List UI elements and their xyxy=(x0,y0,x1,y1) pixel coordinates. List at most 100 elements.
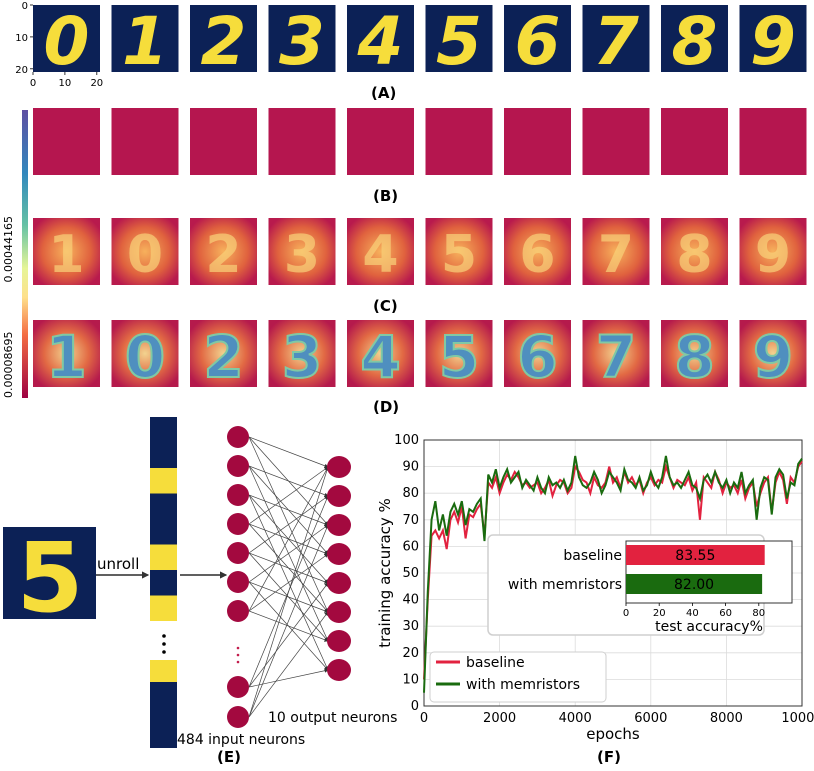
weight-digit-shape: 8 xyxy=(676,225,712,285)
inset-bar xyxy=(626,545,765,565)
output-neuron xyxy=(327,485,351,507)
weights-init-0 xyxy=(111,108,179,175)
input-neuron xyxy=(227,426,249,448)
input-neuron xyxy=(227,542,249,564)
panel-f-label: (F) xyxy=(597,748,621,766)
input-neuron xyxy=(227,513,249,535)
connection-edge xyxy=(248,524,329,583)
inset-x-tick: 60 xyxy=(719,608,732,619)
weights-trained-0: 0 xyxy=(111,218,179,285)
weight-digit-shape: 2 xyxy=(203,323,243,391)
weights-trained-7: 7 xyxy=(582,218,650,285)
weight-digit-shape: 5 xyxy=(441,225,477,285)
mnist-digit-4: 4 xyxy=(347,3,414,80)
y-tick-label: 60 xyxy=(402,539,419,554)
output-neuron xyxy=(327,572,351,594)
mnist-digit-3: 3 xyxy=(268,3,336,80)
weights-memristor-1: 1 xyxy=(33,320,100,392)
weights-trained-2: 2 xyxy=(190,218,257,285)
mnist-digit-glyph: 3 xyxy=(279,3,325,80)
y-tick-label: 0 xyxy=(411,699,419,714)
panel-a-xtick: 10 xyxy=(59,78,72,89)
colorbar-top-label: 0.00044165 xyxy=(2,216,15,282)
input-neuron xyxy=(227,571,249,593)
weight-digit-shape: 3 xyxy=(284,225,320,285)
y-axis-label: training accuracy % xyxy=(376,498,394,648)
weights-memristor-9: 9 xyxy=(739,320,807,392)
inset-category-label: with memristors xyxy=(508,577,622,593)
panel-d-label: (D) xyxy=(373,398,400,416)
weights-init-8 xyxy=(661,108,728,175)
mnist-digit-glyph: 2 xyxy=(201,3,247,80)
weight-digit-shape: 9 xyxy=(755,225,791,285)
inset-x-tick: 20 xyxy=(653,608,666,619)
connection-edge xyxy=(248,610,329,642)
output-neuron xyxy=(327,514,351,536)
vector-cell xyxy=(150,682,177,704)
output-neuron xyxy=(327,630,351,652)
panel-a-ytick: 0 xyxy=(22,1,28,12)
x-tick-label: 6000 xyxy=(634,711,667,726)
weights-init-1 xyxy=(33,108,100,175)
connection-edge xyxy=(248,466,329,718)
panel-a-label: (A) xyxy=(371,84,397,102)
mnist-digit-glyph: 4 xyxy=(357,3,404,80)
unroll-label: unroll xyxy=(97,555,139,573)
weights-trained-8: 8 xyxy=(661,218,728,285)
weights-memristor-0: 0 xyxy=(111,320,179,392)
connection-edge xyxy=(248,436,329,468)
panels-weights: 1 10 02 23 34 45 56 67 78 89 9 xyxy=(33,108,807,392)
connection-edge xyxy=(248,553,329,612)
vector-cell xyxy=(150,468,177,494)
weight-digit-shape: 8 xyxy=(674,323,714,391)
connection-edge xyxy=(248,582,329,688)
x-tick-label: 0 xyxy=(420,711,428,726)
weights-init-7 xyxy=(582,108,650,175)
connection-edge xyxy=(248,611,329,718)
inset-x-tick: 80 xyxy=(752,608,765,619)
mnist-digit-glyph: 9 xyxy=(750,3,796,80)
panel-a-ytick: 10 xyxy=(15,33,28,44)
input-neuron xyxy=(227,455,249,477)
vector-cell xyxy=(150,704,177,726)
weight-digit-shape: 2 xyxy=(205,225,241,285)
weight-digit-shape: 5 xyxy=(439,323,479,391)
colorbar-bottom-label: 0.00008695 xyxy=(2,332,15,398)
inset-x-tick: 40 xyxy=(686,608,699,619)
ellipsis-dot xyxy=(162,634,166,638)
neuron-ellipsis xyxy=(236,653,240,657)
input-digit-image: 5 xyxy=(3,522,96,634)
vector-cell xyxy=(150,544,177,570)
panel-a-xtick: 0 xyxy=(30,78,36,89)
weights-memristor-4: 4 xyxy=(347,320,414,392)
x-tick-label: 4000 xyxy=(559,711,592,726)
weights-trained-3: 3 xyxy=(268,218,336,285)
neuron-ellipsis xyxy=(236,660,240,664)
vector-cell xyxy=(150,726,177,748)
weight-digit-shape: 6 xyxy=(517,323,557,391)
vector-cell xyxy=(150,570,177,596)
vector-cell xyxy=(150,519,177,545)
connection-edge xyxy=(248,466,329,612)
weights-trained-6: 6 xyxy=(504,218,571,285)
colorbar-gradient xyxy=(22,110,28,398)
y-tick-label: 70 xyxy=(402,513,419,528)
series-line-with-memristors xyxy=(423,455,803,693)
output-neuron xyxy=(327,601,351,623)
weights-init-9 xyxy=(739,108,807,175)
y-tick-label: 40 xyxy=(402,593,419,608)
mnist-digit-glyph: 6 xyxy=(515,3,561,80)
legend: baseline with memristors xyxy=(429,651,607,703)
weight-digit-shape: 3 xyxy=(282,323,322,391)
weight-digit-shape: 4 xyxy=(360,323,400,391)
vector-cell xyxy=(150,442,177,468)
inset-x-label: test accuracy% xyxy=(655,619,763,635)
x-tick-label: 8000 xyxy=(710,711,743,726)
connection-edge xyxy=(248,466,329,525)
output-neuron xyxy=(327,543,351,565)
y-tick-label: 30 xyxy=(402,619,419,634)
mnist-digit-7: 7 xyxy=(582,3,650,80)
weight-digit-shape: 4 xyxy=(362,225,398,285)
